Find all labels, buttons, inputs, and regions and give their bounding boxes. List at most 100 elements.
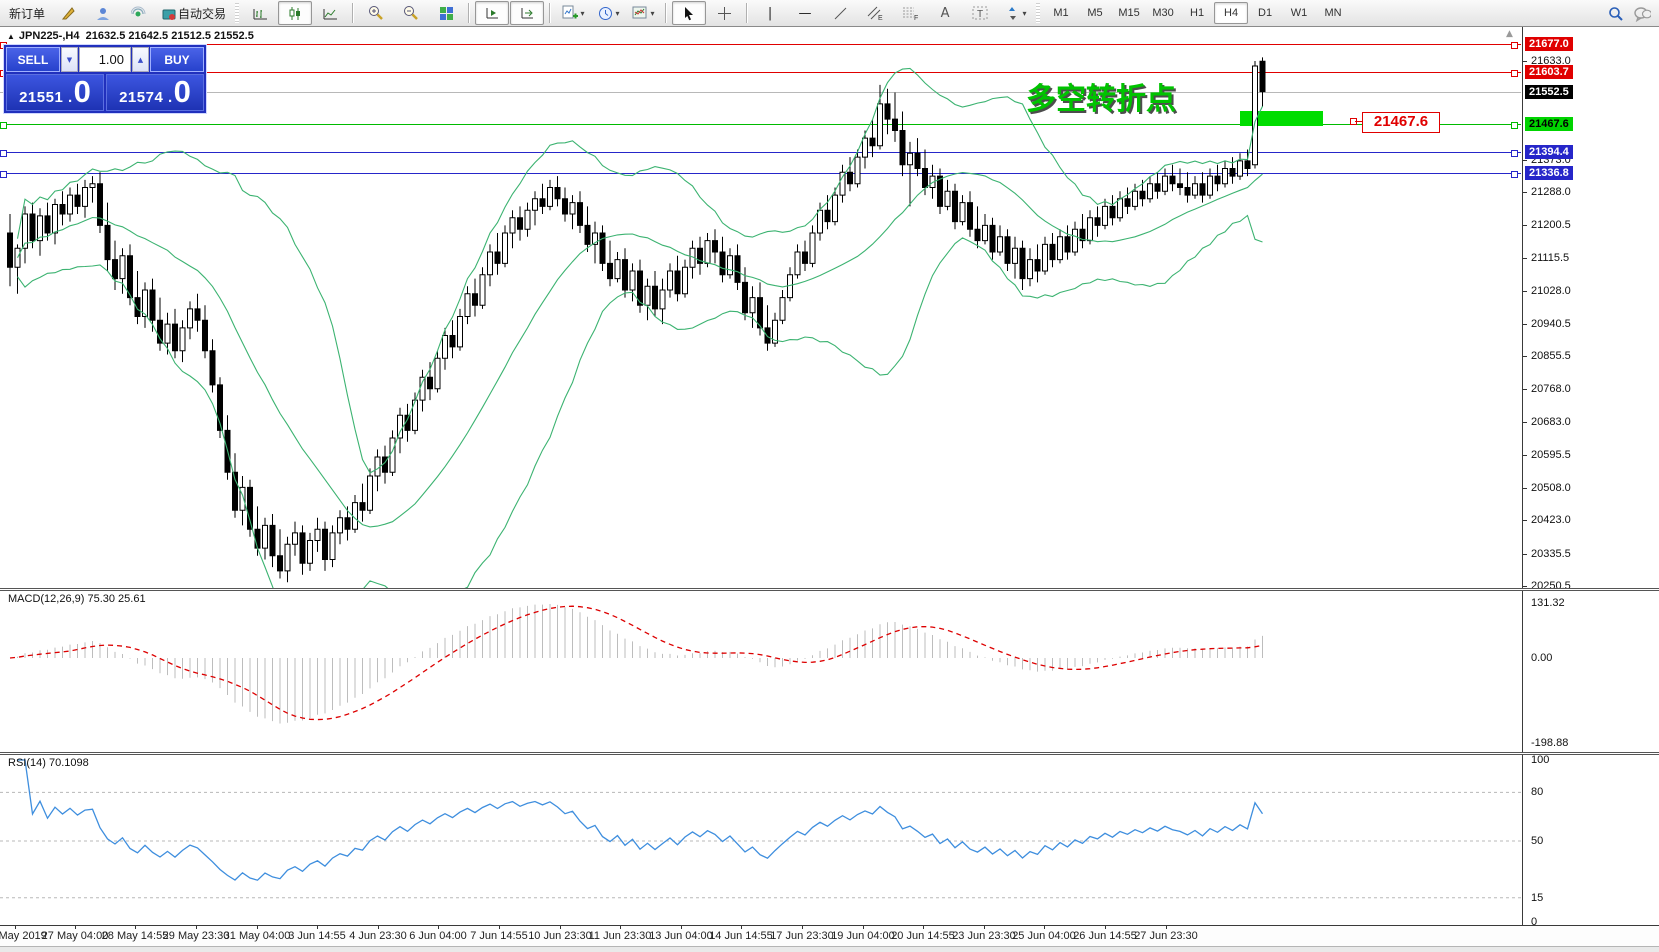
metaeditor-button[interactable] [51,1,85,25]
trendline-icon [832,5,849,22]
chart-title: ▲ JPN225-,H4 21632.5 21642.5 21512.5 2155… [7,30,254,42]
horizontal-line-button[interactable]: — [788,1,822,25]
horizontal-line-21336.8[interactable] [0,173,1521,174]
horizontal-line-icon: — [798,5,812,21]
date-tick [196,926,197,929]
arrows-button[interactable]: ▾ [998,1,1032,25]
line-anchor[interactable] [0,150,7,157]
horizontal-line-21467.6[interactable] [0,124,1521,125]
date-tick [135,926,136,929]
timeframe-h1[interactable]: H1 [1190,7,1205,19]
turning-point-annotation[interactable]: 多空转折点 [1026,83,1176,116]
timeframe-m1[interactable]: M1 [1053,7,1069,19]
indicators-button[interactable]: ▾ [556,1,590,25]
date-label: 25 Jun 04:00 [1012,930,1076,942]
fibonacci-button[interactable]: F [893,1,927,25]
equidistant-channel-button[interactable]: E [858,1,892,25]
rsi-splitter[interactable] [0,752,1659,755]
text-label-button[interactable]: T [963,1,997,25]
price-tag-label[interactable]: 21467.6 [1362,112,1440,133]
sell-button[interactable]: SELL [6,47,60,72]
axis-tick [1523,454,1527,456]
signal-icon [130,5,147,22]
price-badge: 21677.0 [1525,37,1573,52]
autotrade-button[interactable]: 自动交易 [156,1,231,25]
line-anchor[interactable] [1511,171,1518,178]
support-zone-rectangle[interactable] [1240,111,1323,126]
vertical-line-button[interactable]: | [753,1,787,25]
svg-text:F: F [914,15,918,21]
date-tick [620,926,621,929]
axis-tick [1523,192,1527,193]
cursor-button[interactable] [672,1,707,25]
collapse-triangle-icon[interactable]: ▲ [7,32,15,41]
toolbar-separator [549,3,552,23]
buy-button[interactable]: BUY [150,47,204,72]
timeframe-w1[interactable]: W1 [1290,7,1308,19]
volume-input[interactable]: 1.00 [79,47,131,72]
line-anchor[interactable] [1511,150,1518,157]
candlestick-button[interactable] [278,1,313,25]
line-chart-button[interactable] [313,1,347,25]
tile-windows-button[interactable] [429,1,463,25]
scroll-marker-icon[interactable]: ▲ [1506,29,1513,39]
rsi-label: RSI(14) 70.1098 [8,757,89,769]
tile-windows-icon [438,5,455,22]
bar-chart-button[interactable] [243,1,277,25]
horizontal-line-21394.4[interactable] [0,152,1521,153]
line-anchor[interactable] [1511,122,1518,129]
axis-tick [1523,225,1527,227]
horizontal-line-21677[interactable] [0,44,1521,45]
horizontal-line-21603.7[interactable] [0,72,1521,73]
volume-increase-button[interactable]: ▲ [132,47,149,72]
market-button[interactable] [86,1,120,25]
sell-price-tile[interactable]: 21551 .0 [6,74,104,111]
chat-icon[interactable] [1634,5,1651,22]
horizontal-line-21552.5[interactable] [0,92,1521,93]
price-axis[interactable]: 21633.0 21373.0 21288.0 21200.5 21115.5 21028… [1522,27,1659,928]
signals-button[interactable] [121,1,155,25]
volume-decrease-button[interactable]: ▼ [61,47,78,72]
date-tick [499,926,500,929]
templates-button[interactable]: ▾ [626,1,660,25]
axis-tick-label: 21288.0 [1531,186,1571,198]
timeframe-h4[interactable]: H4 [1214,2,1249,24]
macd-axis-label: 0.00 [1531,652,1553,664]
search-icon[interactable] [1607,5,1624,22]
timeframe-d1[interactable]: D1 [1258,7,1273,19]
timeframe-m5[interactable]: M5 [1087,7,1103,19]
axis-tick [1523,520,1527,522]
date-tick [438,926,439,929]
axis-tick [1523,356,1527,358]
timeframe-m30[interactable]: M30 [1152,7,1174,19]
crosshair-button[interactable] [707,1,741,25]
trendline-button[interactable] [823,1,857,25]
new-order-button[interactable]: 新订单 [4,1,50,25]
line-anchor[interactable] [1511,70,1518,77]
axis-tick-label: 21200.5 [1531,219,1571,232]
sell-price: 21551 . [19,89,73,106]
date-tick [1105,926,1106,929]
zoom-in-button[interactable] [359,1,393,25]
macd-axis-label: 131.32 [1531,597,1565,609]
date-label: 29 May 23:30 [162,930,230,942]
timeframe-m15[interactable]: M15 [1118,7,1140,19]
text-label-icon: T [972,5,989,22]
line-anchor[interactable] [1511,42,1518,49]
auto-scroll-button[interactable] [475,1,510,25]
chart-shift-button[interactable] [510,1,545,25]
zoom-out-button[interactable] [394,1,428,25]
line-anchor[interactable] [0,122,7,129]
axis-tick-label: 20768.0 [1531,383,1571,396]
toolbar-separator [665,3,668,23]
buy-price-tile[interactable]: 21574 .0 [106,74,204,111]
text-button[interactable]: A [928,1,962,25]
periods-button[interactable]: ▾ [591,1,625,25]
main-toolbar: 新订单 自动交易 ▾ ▾ ▾ | — E F A T ▾ [0,0,1659,27]
date-label: 23 Jun 23:30 [952,930,1016,942]
line-anchor[interactable] [0,171,7,178]
macd-splitter[interactable] [0,588,1659,591]
timeframe-mn[interactable]: MN [1324,7,1342,19]
vertical-line-icon: | [767,5,773,21]
